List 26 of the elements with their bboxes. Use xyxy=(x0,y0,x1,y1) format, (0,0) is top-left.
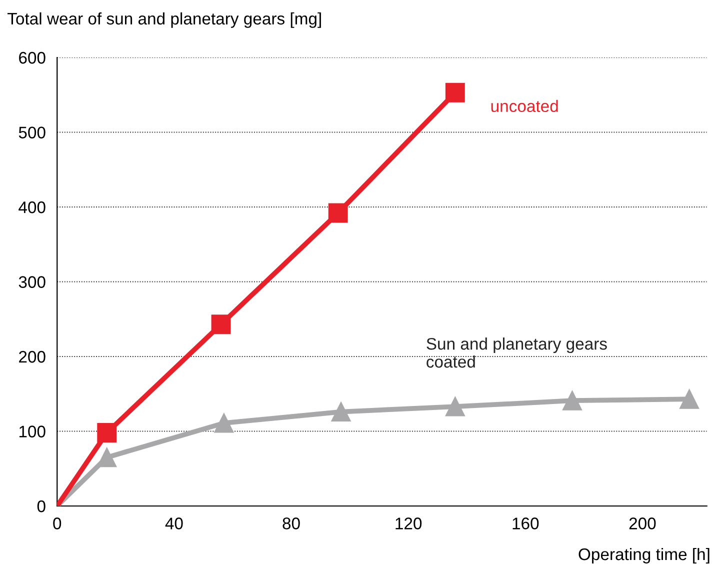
point xyxy=(445,82,465,102)
y-tick-label: 100 xyxy=(19,426,46,438)
point xyxy=(445,396,465,416)
series-label: Sun and planetary gears coated xyxy=(426,338,607,368)
point xyxy=(680,389,700,409)
y-tick-label: 600 xyxy=(19,52,46,64)
y-axis-title: Total wear of sun and planetary gears [mg] xyxy=(8,12,321,28)
point xyxy=(328,203,348,223)
x-tick-label: 80 xyxy=(282,518,300,530)
y-tick-label: 400 xyxy=(18,201,46,214)
point xyxy=(214,413,234,433)
x-tick-label: 160 xyxy=(512,518,539,530)
point xyxy=(97,423,117,442)
x-axis-title: Operating time [h] xyxy=(578,548,710,564)
y-tick-label: 200 xyxy=(19,350,46,363)
x-tick-label: 0 xyxy=(53,518,62,530)
point xyxy=(331,402,351,422)
x-tick-label: 200 xyxy=(629,518,656,530)
series-label: uncoated xyxy=(491,100,558,112)
y-tick-label: 500 xyxy=(18,126,46,138)
y-tick-label: 300 xyxy=(18,276,46,288)
x-tick-label: 120 xyxy=(396,518,422,530)
point xyxy=(211,314,231,334)
y-tick-label: 0 xyxy=(37,500,46,512)
point xyxy=(562,390,582,410)
x-tick-label: 40 xyxy=(165,518,183,530)
